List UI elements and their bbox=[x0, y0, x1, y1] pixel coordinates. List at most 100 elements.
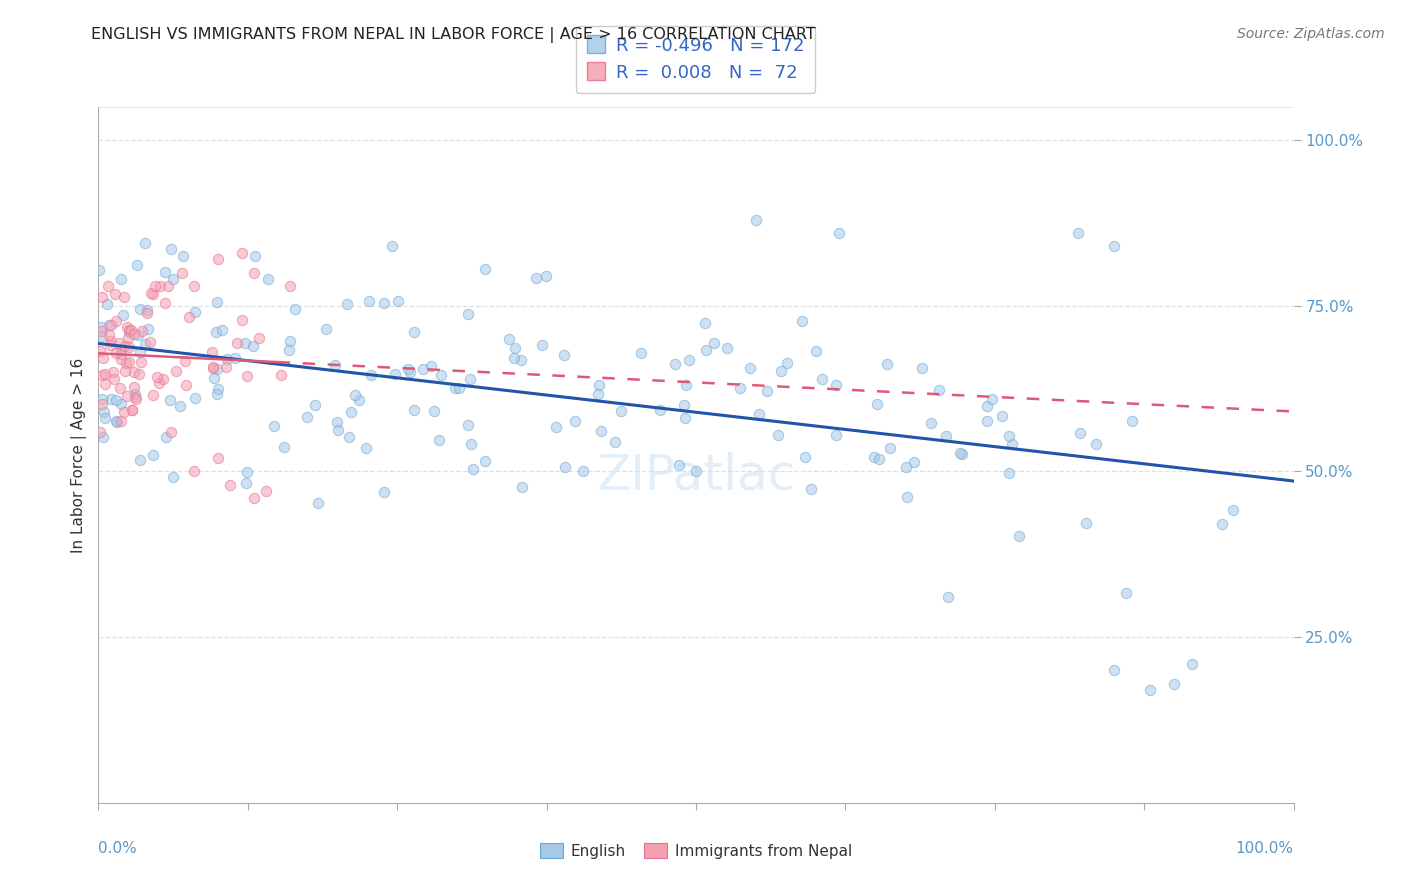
Point bbox=[991, 409, 1014, 424]
Point bbox=[183, 279, 205, 293]
Point bbox=[105, 346, 128, 360]
Point bbox=[205, 361, 228, 376]
Point bbox=[108, 335, 131, 350]
Point bbox=[160, 242, 183, 256]
Point bbox=[122, 365, 145, 379]
Legend: English, Immigrants from Nepal: English, Immigrants from Nepal bbox=[534, 837, 858, 864]
Point bbox=[100, 318, 122, 333]
Point bbox=[128, 453, 150, 467]
Point bbox=[936, 590, 959, 604]
Point bbox=[205, 386, 228, 401]
Point bbox=[976, 399, 998, 413]
Point bbox=[87, 263, 110, 277]
Point bbox=[571, 463, 593, 477]
Point bbox=[304, 399, 326, 413]
Point bbox=[402, 325, 425, 339]
Point bbox=[136, 302, 159, 317]
Point bbox=[125, 258, 148, 272]
Point bbox=[103, 365, 125, 379]
Point bbox=[412, 362, 434, 376]
Point bbox=[117, 323, 139, 337]
Point bbox=[91, 397, 114, 411]
Point bbox=[104, 287, 127, 301]
Point bbox=[879, 442, 901, 456]
Point bbox=[423, 404, 446, 418]
Point bbox=[112, 290, 135, 304]
Point bbox=[202, 370, 225, 384]
Point bbox=[716, 341, 738, 355]
Point bbox=[112, 308, 135, 322]
Point bbox=[693, 316, 716, 330]
Point bbox=[141, 285, 163, 300]
Point bbox=[184, 304, 207, 318]
Point bbox=[745, 212, 768, 227]
Point bbox=[675, 378, 697, 392]
Point bbox=[868, 452, 890, 467]
Point bbox=[169, 399, 191, 413]
Point bbox=[738, 361, 761, 376]
Point bbox=[172, 266, 194, 280]
Point bbox=[307, 496, 329, 510]
Point bbox=[326, 415, 349, 429]
Point bbox=[270, 368, 292, 383]
Point bbox=[1121, 414, 1143, 428]
Point bbox=[91, 430, 114, 444]
Point bbox=[120, 323, 142, 337]
Point bbox=[98, 337, 121, 351]
Point bbox=[461, 462, 484, 476]
Point bbox=[243, 266, 266, 280]
Point bbox=[131, 324, 153, 338]
Point bbox=[162, 470, 184, 484]
Point bbox=[245, 249, 267, 263]
Point bbox=[217, 351, 239, 366]
Point bbox=[503, 341, 526, 355]
Point bbox=[201, 345, 224, 359]
Point bbox=[673, 411, 696, 425]
Point bbox=[323, 358, 346, 372]
Point bbox=[894, 460, 917, 475]
Point bbox=[862, 450, 884, 464]
Point bbox=[202, 360, 225, 375]
Point bbox=[146, 370, 169, 384]
Point bbox=[794, 450, 817, 464]
Point bbox=[447, 380, 470, 394]
Point bbox=[115, 320, 138, 334]
Point bbox=[337, 430, 360, 444]
Point bbox=[605, 435, 627, 450]
Point bbox=[589, 424, 612, 438]
Point bbox=[343, 387, 366, 401]
Point bbox=[510, 352, 533, 367]
Text: ZIPatlас: ZIPatlас bbox=[596, 451, 796, 500]
Point bbox=[127, 328, 149, 343]
Point bbox=[108, 381, 131, 395]
Point bbox=[114, 364, 136, 378]
Y-axis label: In Labor Force | Age > 16: In Labor Force | Age > 16 bbox=[72, 358, 87, 552]
Point bbox=[460, 437, 482, 451]
Point bbox=[131, 355, 153, 369]
Point bbox=[981, 392, 1004, 407]
Point bbox=[226, 336, 249, 351]
Point bbox=[876, 357, 898, 371]
Point bbox=[755, 384, 778, 398]
Point bbox=[157, 279, 180, 293]
Point bbox=[997, 429, 1019, 443]
Point bbox=[396, 362, 419, 376]
Point bbox=[340, 405, 363, 419]
Point bbox=[152, 371, 174, 385]
Point bbox=[125, 392, 148, 406]
Point bbox=[792, 313, 814, 327]
Point bbox=[278, 279, 301, 293]
Point bbox=[90, 325, 112, 339]
Text: ENGLISH VS IMMIGRANTS FROM NEPAL IN LABOR FORCE | AGE > 16 CORRELATION CHART: ENGLISH VS IMMIGRANTS FROM NEPAL IN LABO… bbox=[91, 27, 815, 43]
Point bbox=[419, 359, 441, 373]
Point bbox=[524, 271, 547, 285]
Point bbox=[1211, 517, 1233, 532]
Point bbox=[387, 294, 409, 309]
Point bbox=[233, 335, 256, 350]
Point bbox=[159, 425, 181, 439]
Point bbox=[810, 372, 832, 386]
Point bbox=[263, 418, 285, 433]
Point bbox=[630, 346, 652, 360]
Point bbox=[1181, 657, 1204, 671]
Point bbox=[159, 393, 181, 408]
